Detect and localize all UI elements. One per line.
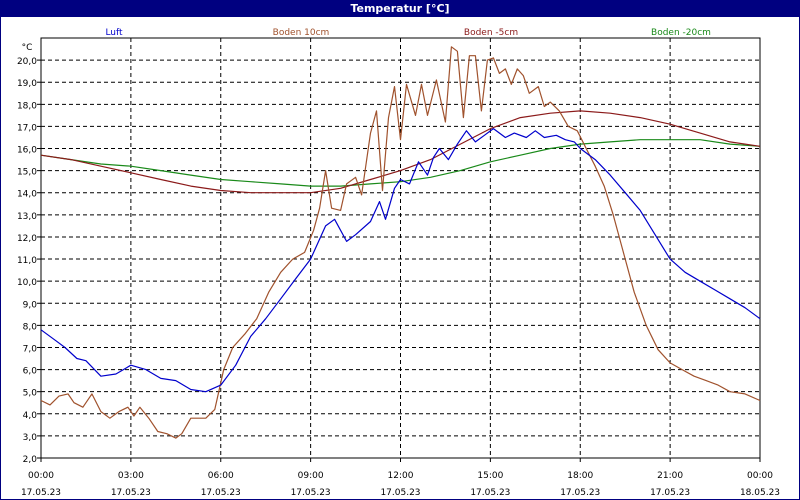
y-tick-label: 20,0 — [17, 57, 37, 67]
y-unit-label: °C — [22, 43, 33, 53]
y-tick-label: 9,0 — [23, 300, 38, 310]
y-tick-label: 12,0 — [17, 234, 37, 244]
y-tick-label: 4,0 — [23, 411, 38, 421]
y-tick-label: 7,0 — [23, 344, 38, 354]
y-tick-label: 19,0 — [17, 79, 37, 89]
x-tick-time: 18:00 — [567, 471, 593, 481]
legend-entry: Boden 10cm — [273, 28, 330, 38]
y-tick-label: 6,0 — [23, 367, 38, 377]
x-tick-date: 17.05.23 — [21, 488, 61, 498]
y-tick-label: 18,0 — [17, 101, 37, 111]
y-tick-label: 2,0 — [23, 455, 38, 465]
y-tick-label: 14,0 — [17, 190, 37, 200]
x-tick-date: 17.05.23 — [560, 488, 600, 498]
series-line-boden-10cm — [40, 46, 761, 439]
temperature-chart: 2,0 3,0 4,0 5,0 6,0 7,0 8,0 9,0 10,0 11,0 12,0 13,0… — [17, 28, 780, 498]
x-tick-time: 09:00 — [298, 471, 324, 481]
series-line-boden-5cm — [40, 110, 761, 194]
x-tick-time: 00:00 — [28, 471, 54, 481]
series-line-boden-20cm — [40, 139, 761, 187]
x-tick-date: 17.05.23 — [380, 488, 420, 498]
y-tick-label: 10,0 — [17, 278, 37, 288]
x-tick-time: 12:00 — [388, 471, 414, 481]
x-tick-date: 17.05.23 — [291, 488, 331, 498]
x-tick-time: 03:00 — [118, 471, 144, 481]
y-tick-label: 5,0 — [23, 389, 38, 399]
x-tick-date: 17.05.23 — [650, 488, 690, 498]
legend-entry: Boden -5cm — [464, 28, 518, 38]
x-tick-time: 15:00 — [477, 471, 503, 481]
x-tick-date: 17.05.23 — [470, 488, 510, 498]
y-tick-label: 3,0 — [23, 433, 38, 443]
x-tick-time: 06:00 — [208, 471, 234, 481]
x-tick-time: 00:00 — [747, 471, 773, 481]
x-tick-date: 17.05.23 — [201, 488, 241, 498]
x-tick-date: 17.05.23 — [111, 488, 151, 498]
y-tick-label: 17,0 — [17, 123, 37, 133]
y-tick-label: 15,0 — [17, 168, 37, 178]
y-tick-label: 13,0 — [17, 212, 37, 222]
legend-entry: Luft — [105, 28, 123, 38]
x-tick-date: 18.05.23 — [740, 488, 780, 498]
series-line-luft — [40, 127, 761, 393]
chart-title: Temperatur [°C] — [1, 1, 799, 17]
legend-entry: Boden -20cm — [651, 28, 711, 38]
x-tick-time: 21:00 — [657, 471, 683, 481]
plot-area-border — [40, 37, 761, 459]
y-tick-label: 11,0 — [17, 256, 37, 266]
y-tick-label: 16,0 — [17, 146, 37, 156]
y-tick-label: 8,0 — [23, 322, 38, 332]
